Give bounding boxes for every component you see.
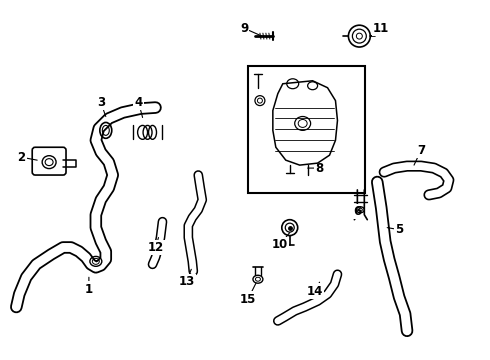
- Bar: [248, 66, 366, 193]
- Text: 3: 3: [97, 96, 106, 117]
- Text: 7: 7: [414, 144, 425, 165]
- Text: 5: 5: [387, 223, 403, 236]
- Text: 8: 8: [308, 162, 324, 175]
- Text: 13: 13: [178, 269, 195, 288]
- Text: 14: 14: [306, 282, 323, 298]
- Text: 15: 15: [240, 283, 256, 306]
- Text: 6: 6: [353, 205, 362, 218]
- Text: 11: 11: [371, 22, 390, 36]
- Text: 9: 9: [240, 22, 262, 36]
- Text: 12: 12: [147, 238, 164, 254]
- Text: 1: 1: [85, 277, 93, 296]
- Text: 4: 4: [134, 96, 143, 117]
- Text: 10: 10: [271, 233, 290, 251]
- Text: 2: 2: [17, 151, 37, 164]
